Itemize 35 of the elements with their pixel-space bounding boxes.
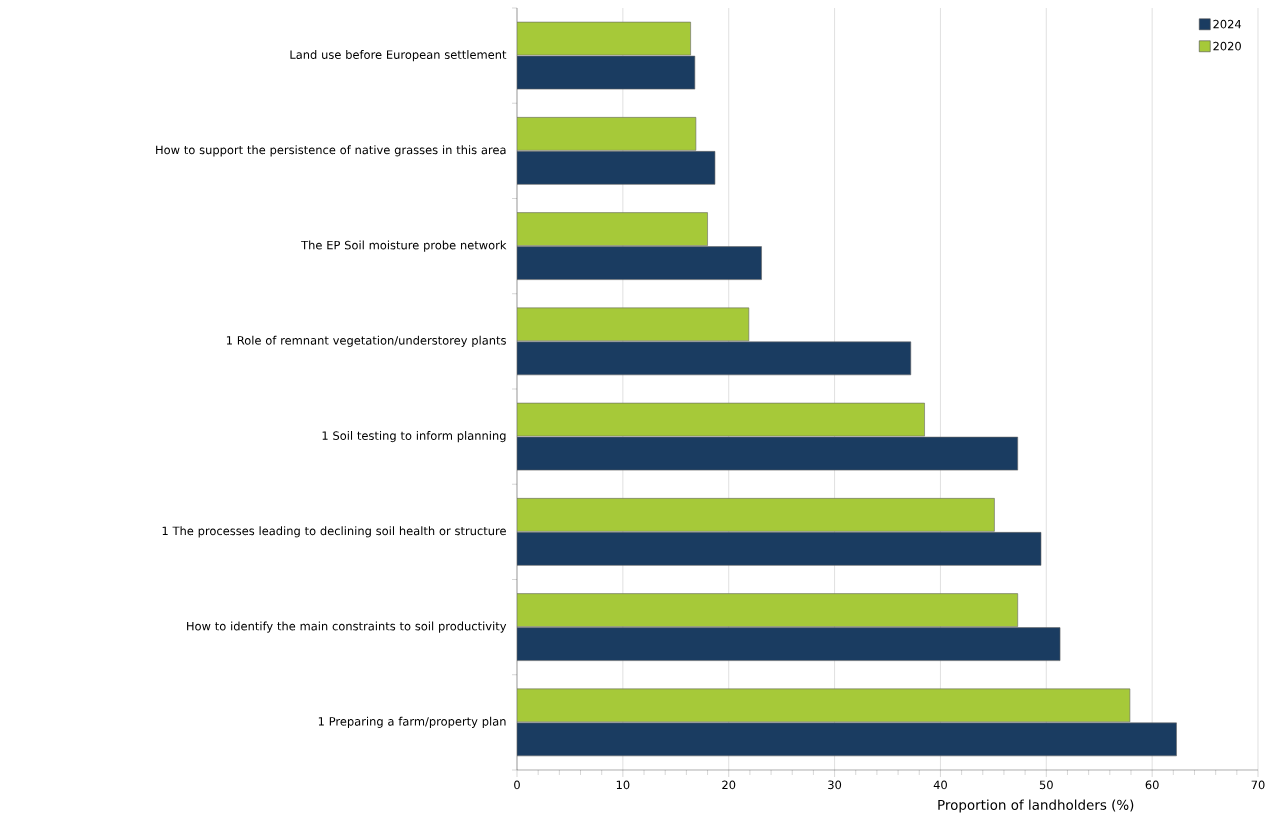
x-tick-label: 60: [1145, 780, 1159, 790]
bar: [517, 151, 716, 185]
x-tick-label: 20: [722, 780, 736, 790]
x-tick-label: 10: [616, 780, 630, 790]
bar: [517, 246, 762, 280]
x-tick-label: 40: [933, 780, 947, 790]
bar: [517, 341, 912, 376]
bar: [517, 593, 1019, 627]
y-tick-label: 1 Preparing a farm/property plan: [318, 716, 506, 728]
y-tick-label: The EP Soil moisture probe network: [301, 240, 507, 252]
x-tick-label: 0: [514, 780, 520, 790]
bar: [517, 722, 1177, 757]
bar: [517, 532, 1042, 566]
bar: [517, 402, 925, 437]
bar: [517, 498, 995, 532]
legend-label: 2020: [1213, 41, 1241, 51]
y-tick-label: 1 The processes leading to declining soil health or structure: [162, 526, 506, 538]
x-tick-label: 70: [1251, 780, 1265, 790]
y-tick-label: 1 Role of remnant vegetation/understorey plants: [226, 335, 506, 347]
y-tick-label: 1 Soil testing to inform planning: [322, 431, 506, 443]
bar: [517, 117, 697, 151]
x-tick-label: 50: [1039, 780, 1053, 790]
bar: [517, 307, 750, 342]
x-tick-label: 30: [828, 780, 842, 790]
x-axis-title: Proportion of landholders (%): [938, 799, 1134, 813]
y-tick-label: Land use before European settlement: [290, 50, 507, 62]
bar: [517, 436, 1019, 471]
bar: [517, 688, 1131, 723]
y-tick-label: How to support the persistence of native grasses in this area: [156, 145, 506, 157]
bar: [517, 21, 691, 56]
bar: [517, 627, 1061, 661]
legend-label: 2024: [1213, 19, 1242, 29]
y-tick-label: How to identify the main constraints to soil productivity: [187, 621, 507, 633]
bar: [517, 55, 696, 90]
bar: [517, 212, 708, 246]
